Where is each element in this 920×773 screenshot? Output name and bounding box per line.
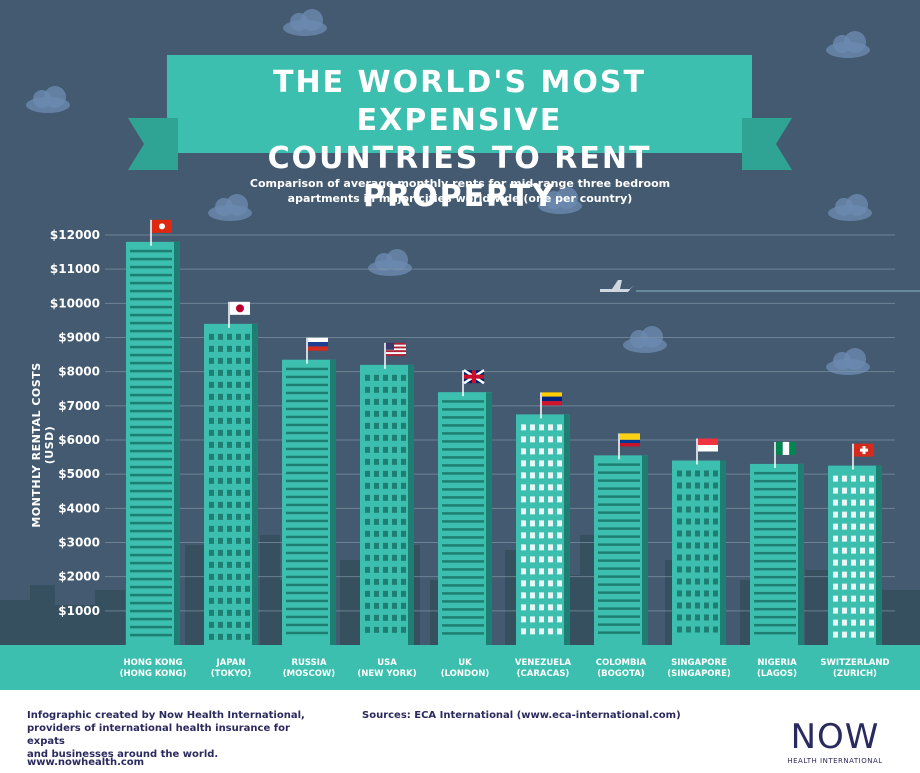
bar-japan bbox=[204, 301, 258, 645]
cloud-9 bbox=[826, 348, 870, 375]
footer-website-link[interactable]: www.nowhealth.com bbox=[27, 757, 145, 768]
y-tick-label: $4000 bbox=[58, 501, 100, 515]
skyline-block-3 bbox=[55, 605, 95, 645]
switzerland-flag bbox=[854, 443, 874, 457]
skyline-block-1 bbox=[0, 600, 30, 645]
skyline-block-18 bbox=[880, 590, 920, 645]
chart-canvas: $1000 $2000 $3000 $4000 $5000 $6000 $7000 $8000… bbox=[0, 9, 920, 646]
x-label-city: (LAGOS) bbox=[757, 669, 797, 679]
clouds bbox=[26, 9, 872, 375]
cloud-2 bbox=[26, 86, 70, 113]
cloud-1 bbox=[283, 9, 327, 36]
x-label-city: (NEW YORK) bbox=[357, 669, 416, 679]
singapore-flag bbox=[698, 438, 718, 452]
colombia-flag bbox=[620, 433, 640, 447]
x-label-country: COLOMBIA bbox=[596, 658, 647, 668]
credit-line-2: providers of international health insura… bbox=[27, 723, 290, 747]
cloud-4 bbox=[208, 194, 252, 221]
skyline-block-7 bbox=[260, 535, 280, 645]
y-tick-label: $2000 bbox=[58, 570, 100, 584]
x-label-city: (ZURICH) bbox=[833, 669, 877, 679]
russia-flag bbox=[308, 337, 328, 351]
chart-subtitle: Comparison of average monthly rents for … bbox=[200, 176, 720, 206]
x-label-city: (TOKYO) bbox=[211, 669, 252, 679]
bars bbox=[126, 219, 882, 646]
x-label-country: RUSSIA bbox=[291, 658, 326, 668]
x-label-country: UK bbox=[458, 658, 472, 668]
x-label-layer: HONG KONG(HONG KONG) JAPAN(TOKYO) RUSSIA(M… bbox=[120, 658, 890, 679]
y-tick-label: $3000 bbox=[58, 536, 100, 550]
cloud-5 bbox=[368, 249, 412, 276]
x-label-country: JAPAN bbox=[216, 658, 246, 668]
y-tick-label: $8000 bbox=[58, 365, 100, 379]
y-tick-label: $12000 bbox=[50, 228, 100, 242]
y-axis-label: MONTHLY RENTAL COSTS (USD) bbox=[30, 362, 56, 528]
bar-hong-kong bbox=[126, 219, 180, 646]
title-line-1: THE WORLD'S MOST EXPENSIVE bbox=[273, 65, 646, 138]
cloud-7 bbox=[538, 187, 582, 214]
credit-line-3: and businesses around the world. bbox=[27, 749, 219, 760]
x-label-city: (BOGOTA) bbox=[597, 669, 645, 679]
y-tick-label: $10000 bbox=[50, 296, 100, 310]
now-health-logo: NOW HEALTH INTERNATIONAL bbox=[770, 720, 900, 765]
bar-usa bbox=[360, 342, 414, 645]
footer bbox=[0, 690, 920, 773]
banner-right-ribbon bbox=[742, 118, 792, 170]
ground-strip bbox=[0, 645, 920, 690]
x-label-city: (CARACAS) bbox=[517, 669, 570, 679]
x-label-city: (SINGAPORE) bbox=[667, 669, 731, 679]
footer-credit: Infographic created by Now Health Intern… bbox=[27, 709, 327, 761]
y-tick-label: $1000 bbox=[58, 604, 100, 618]
credit-line-1: Infographic created by Now Health Intern… bbox=[27, 710, 305, 721]
airplane-icon bbox=[600, 280, 920, 292]
bar-nigeria bbox=[750, 441, 804, 645]
bar-switzerland bbox=[828, 443, 882, 645]
y-tick-label: $5000 bbox=[58, 467, 100, 481]
y-axis-ticks: $1000 $2000 $3000 $4000 $5000 $6000 $7000 $8000… bbox=[50, 228, 100, 618]
x-label-country: NIGERIA bbox=[757, 658, 797, 668]
bar-colombia bbox=[594, 433, 648, 645]
x-label-country: SINGAPORE bbox=[671, 658, 727, 668]
title-line-2: COUNTRIES TO RENT PROPERTY bbox=[267, 141, 652, 214]
chart-title: THE WORLD'S MOST EXPENSIVE COUNTRIES TO … bbox=[167, 64, 752, 216]
category-labels: HONG KONG(HONG KONG) JAPAN(TOKYO) RUSSIA(M… bbox=[120, 658, 890, 679]
x-label-country: USA bbox=[377, 658, 397, 668]
skyline-block-2 bbox=[30, 585, 55, 645]
y-tick-label: $9000 bbox=[58, 331, 100, 345]
x-label-country: HONG KONG bbox=[124, 658, 183, 668]
y-tick-label: $7000 bbox=[58, 399, 100, 413]
bar-singapore bbox=[672, 438, 726, 645]
nigeria-flag bbox=[776, 441, 796, 455]
title-banner bbox=[167, 55, 752, 153]
cloud-8 bbox=[623, 326, 667, 353]
y-tick-label: $6000 bbox=[58, 433, 100, 447]
bar-uk bbox=[438, 369, 492, 645]
x-label-city: (LONDON) bbox=[441, 669, 490, 679]
bar-venezuela bbox=[516, 392, 570, 645]
hong-kong-flag bbox=[152, 219, 172, 233]
skyline-block-4 bbox=[95, 590, 125, 645]
uk-flag bbox=[463, 369, 485, 385]
footer-sources: Sources: ECA International (www.eca-inte… bbox=[362, 710, 681, 721]
cloud-6 bbox=[828, 194, 872, 221]
cloud-3 bbox=[826, 31, 870, 58]
venezuela-flag bbox=[542, 392, 562, 406]
subtitle-line-1: Comparison of average monthly rents for … bbox=[249, 177, 671, 190]
skyline-block-5 bbox=[185, 545, 205, 645]
y-tick-label: $11000 bbox=[50, 262, 100, 276]
bar-russia bbox=[282, 337, 336, 645]
logo-text: NOW bbox=[790, 717, 880, 757]
x-label-country: VENEZUELA bbox=[515, 658, 572, 668]
x-label-city: (HONG KONG) bbox=[120, 669, 187, 679]
banner-left-ribbon bbox=[128, 118, 178, 170]
x-label-city: (MOSCOW) bbox=[283, 669, 336, 679]
japan-flag bbox=[230, 301, 250, 315]
usa-flag bbox=[386, 342, 406, 356]
x-label-country: SWITZERLAND bbox=[820, 658, 889, 668]
logo-subtext: HEALTH INTERNATIONAL bbox=[787, 757, 883, 765]
subtitle-line-2: apartments in major cities worldwide (on… bbox=[287, 192, 633, 205]
